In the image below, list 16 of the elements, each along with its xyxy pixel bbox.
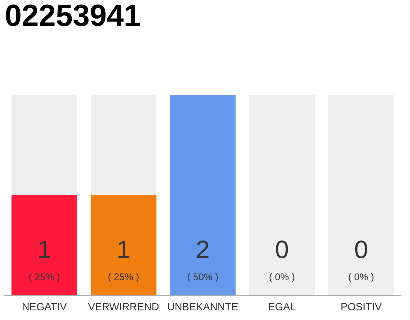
x-tick-label: VERWIRREND: [88, 303, 159, 310]
annotation: ( 0% ): [349, 273, 374, 282]
annotation: ( 0% ): [270, 273, 295, 282]
data-label: 0: [355, 240, 368, 258]
x-tick-label: NEGATIV: [22, 303, 68, 311]
chart-title: 02253941: [6, 4, 140, 26]
annotation: ( 50% ): [188, 273, 218, 282]
data-label: 0: [276, 240, 288, 258]
data-label: 2: [197, 240, 209, 258]
annotation: ( 25% ): [108, 273, 139, 282]
x-tick-label: POSITIV: [342, 303, 382, 311]
data-label: 1: [40, 241, 50, 258]
x-tick-label: EGAL: [269, 303, 296, 311]
data-label: 1: [118, 241, 130, 258]
annotation: ( 25% ): [30, 273, 60, 282]
x-tick-label: UNBEKANNTE: [168, 303, 238, 311]
